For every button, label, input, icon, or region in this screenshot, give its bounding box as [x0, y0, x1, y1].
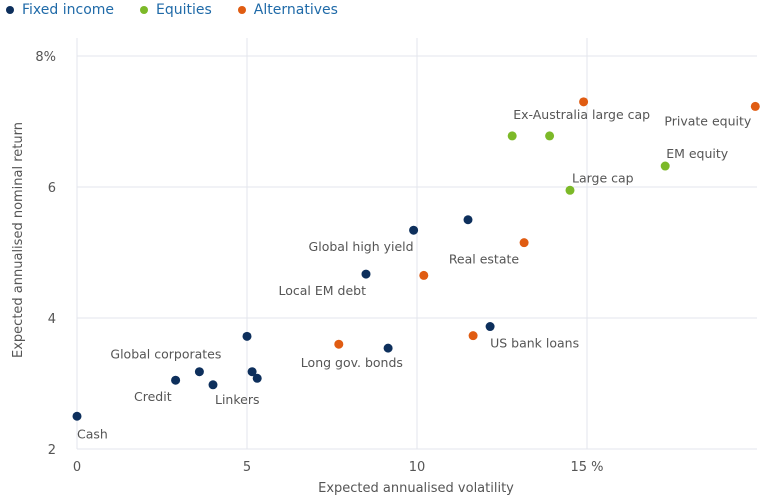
point-alternatives-real-estate[interactable] [519, 238, 529, 248]
legend-marker-equities [140, 6, 149, 14]
label-linkers: Linkers [215, 392, 260, 407]
label-long-gov-bonds: Long gov. bonds [301, 355, 403, 370]
point-fixed-income-linkers[interactable] [208, 380, 218, 390]
point-fixed-income-6[interactable] [252, 373, 262, 383]
point-equities-ex-australia-large-cap[interactable] [507, 131, 517, 141]
point-fixed-income-8[interactable] [383, 343, 393, 353]
point-alternatives-long-gov-bonds[interactable] [334, 339, 344, 349]
legend-label-fixed-income: Fixed income [22, 2, 115, 18]
x-tick-label-5: 5 [243, 460, 251, 475]
y-tick-label-2: 2 [48, 443, 56, 458]
label-local-em-debt: Local EM debt [279, 283, 367, 298]
legend-item-fixed-income[interactable]: Fixed income [6, 2, 114, 18]
point-fixed-income-global-high-yield[interactable] [409, 225, 419, 235]
point-alternatives-4[interactable] [579, 97, 589, 107]
legend-label-equities: Equities [156, 2, 212, 18]
legend-item-alternatives[interactable]: Alternatives [237, 2, 338, 18]
label-global-high-yield: Global high yield [309, 239, 414, 254]
point-alternatives-2[interactable] [468, 331, 478, 341]
point-fixed-income-10[interactable] [463, 215, 473, 225]
label-ex-australia-large-cap: Ex-Australia large cap [513, 107, 650, 122]
y-tick-label-4: 4 [48, 312, 56, 327]
point-fixed-income-local-em-debt[interactable] [361, 269, 371, 279]
axis-ticks: 0 5 10 15 % 2 4 6 8% [35, 50, 603, 475]
point-equities-em-equity[interactable] [660, 161, 670, 171]
label-real-estate: Real estate [449, 252, 520, 267]
label-us-bank-loans: US bank loans [490, 336, 579, 351]
point-alternatives-1[interactable] [419, 270, 429, 280]
label-credit: Credit [134, 389, 172, 404]
grid-lines [76, 38, 757, 450]
legend-item-equities[interactable]: Equities [140, 2, 212, 18]
data-points [72, 97, 760, 421]
point-fixed-income-credit[interactable] [171, 375, 181, 385]
point-fixed-income-us-bank-loans[interactable] [485, 322, 495, 332]
legend-label-alternatives: Alternatives [253, 2, 338, 18]
label-private-equity: Private equity [664, 113, 751, 128]
point-equities-large-cap[interactable] [565, 185, 575, 195]
point-alternatives-private-equity[interactable] [750, 101, 760, 111]
point-equities-1[interactable] [545, 131, 555, 141]
point-labels: Cash Credit Global corporates Linkers Local … [77, 107, 752, 441]
legend-marker-alternatives [237, 6, 246, 14]
point-fixed-income-global-corporates[interactable] [194, 367, 204, 377]
y-tick-label-8: 8% [35, 50, 56, 65]
y-tick-label-6: 6 [48, 181, 56, 196]
y-axis-title: Expected annualised nominal return [11, 122, 26, 358]
point-fixed-income-4[interactable] [242, 331, 252, 341]
label-em-equity: EM equity [666, 146, 729, 161]
label-cash: Cash [77, 426, 108, 441]
legend-marker-fixed-income [6, 6, 14, 14]
point-fixed-income-cash[interactable] [72, 411, 82, 421]
label-global-corporates: Global corporates [110, 347, 221, 362]
x-tick-label-0: 0 [73, 460, 81, 475]
point-fixed-income-5[interactable] [247, 367, 257, 377]
label-large-cap: Large cap [572, 170, 634, 185]
x-tick-label-15: 15 % [570, 460, 603, 475]
x-tick-label-10: 10 [409, 460, 426, 475]
x-axis-title: Expected annualised volatility [318, 481, 514, 496]
legend: Fixed income Equities Alternatives [6, 2, 338, 18]
